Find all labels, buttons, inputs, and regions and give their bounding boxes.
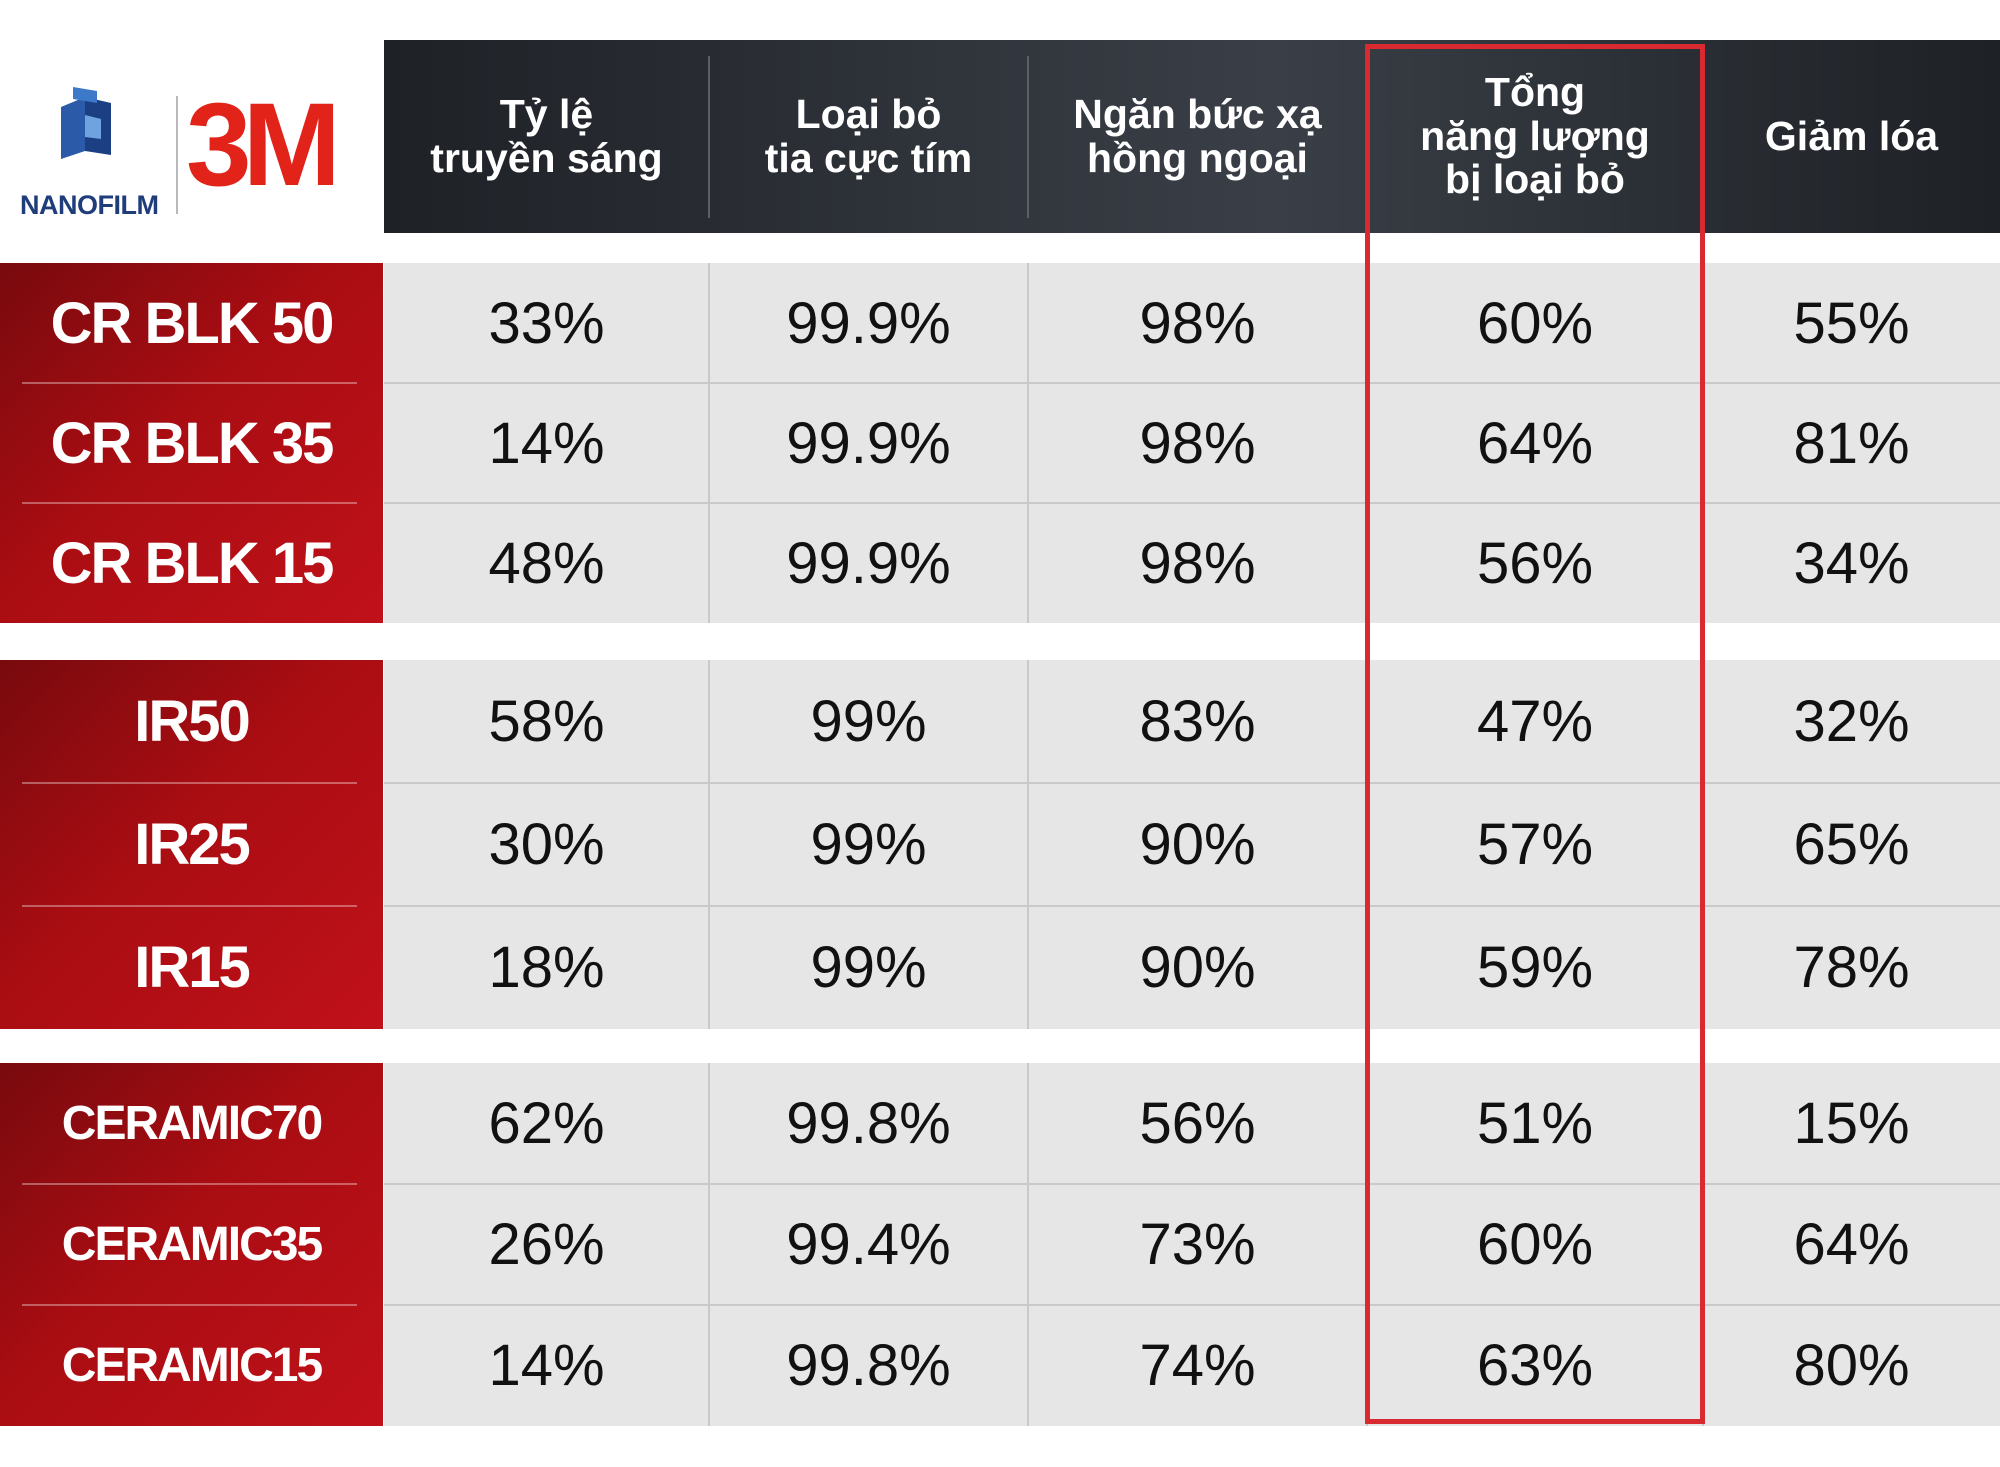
- table-cell: 99.8%: [786, 1333, 951, 1398]
- row-label-block: [0, 263, 383, 623]
- row-separator: [384, 502, 2000, 504]
- table-cell: 64%: [1793, 1212, 1910, 1277]
- table-group: [384, 1063, 2000, 1426]
- row-separator: [384, 382, 2000, 384]
- 3m-logo: 3M: [186, 79, 341, 211]
- header-separator: [708, 56, 710, 218]
- label-separator: [22, 382, 357, 384]
- table-cell: 78%: [1793, 935, 1910, 1000]
- table-cell: 57%: [1476, 812, 1594, 877]
- table-cell: 48%: [488, 530, 605, 596]
- table-cell: 98%: [1139, 290, 1256, 356]
- column-header-label: Ngăn bức xạ hồng ngoại: [1073, 91, 1322, 181]
- table-cell: 99.9%: [786, 410, 951, 476]
- table-cell: 99.9%: [786, 290, 951, 356]
- table-cell: 32%: [1793, 689, 1910, 754]
- table-cell: 15%: [1793, 1091, 1910, 1156]
- table-group: [384, 660, 2000, 1029]
- table-cell: 98%: [1139, 530, 1256, 596]
- logo-divider: [176, 96, 178, 214]
- row-label: CERAMIC15: [61, 1339, 323, 1392]
- row-separator: [384, 1304, 2000, 1306]
- row-label: CERAMIC35: [61, 1218, 323, 1271]
- table-cell: 63%: [1476, 1333, 1594, 1398]
- column-separator: [1027, 263, 1029, 623]
- table-cell: 65%: [1793, 812, 1910, 877]
- column-header: Loại bỏ tia cực tím: [709, 40, 1028, 233]
- table-cell: 56%: [1476, 530, 1594, 596]
- table-cell: 14%: [488, 1333, 605, 1398]
- row-label: IR15: [134, 935, 251, 1000]
- row-separator: [384, 905, 2000, 907]
- row-label: CERAMIC70: [61, 1097, 323, 1150]
- table-cell: 56%: [1139, 1091, 1256, 1156]
- table-cell: 99%: [810, 935, 927, 1000]
- row-label-block: [0, 1063, 383, 1426]
- table-cell: 80%: [1793, 1333, 1910, 1398]
- column-separator: [708, 263, 710, 623]
- table-cell: 60%: [1476, 290, 1594, 356]
- column-header: Ngăn bức xạ hồng ngoại: [1028, 40, 1367, 233]
- header-separator: [1027, 56, 1029, 218]
- row-label: CR BLK 15: [50, 530, 335, 596]
- column-header: Giảm lóa: [1703, 40, 2000, 233]
- row-label: IR50: [134, 689, 251, 754]
- table-cell: 62%: [488, 1091, 605, 1156]
- table-cell: 74%: [1139, 1333, 1256, 1398]
- row-label: CR BLK 35: [50, 410, 335, 476]
- table-cell: 60%: [1476, 1212, 1594, 1277]
- nanofilm-wordmark: NANOFILM: [20, 190, 159, 220]
- table-cell: 34%: [1793, 530, 1910, 596]
- table-cell: 33%: [488, 290, 605, 356]
- column-separator: [708, 660, 710, 1029]
- label-separator: [22, 782, 357, 784]
- column-separator: [708, 1063, 710, 1426]
- label-separator: [22, 1304, 357, 1306]
- table-cell: 99%: [810, 812, 927, 877]
- nanofilm-logo-icon: [61, 87, 111, 159]
- highlight-box: [1365, 44, 1705, 1424]
- table-cell: 83%: [1139, 689, 1256, 754]
- table-cell: 47%: [1476, 689, 1594, 754]
- table-cell: 99.4%: [786, 1212, 951, 1277]
- table-cell: 90%: [1139, 812, 1256, 877]
- column-header: Tỷ lệ truyền sáng: [384, 40, 709, 233]
- label-separator: [22, 1183, 357, 1185]
- column-header-label: Tổng năng lượng bị loại bỏ: [1420, 69, 1650, 203]
- table-cell: 64%: [1476, 410, 1594, 476]
- row-separator: [384, 1183, 2000, 1185]
- table-cell: 73%: [1139, 1212, 1256, 1277]
- column-separator: [1027, 1063, 1029, 1426]
- row-label: IR25: [134, 812, 251, 877]
- row-separator: [384, 782, 2000, 784]
- column-header-label: Tỷ lệ truyền sáng: [430, 91, 663, 181]
- table-cell: 18%: [488, 935, 605, 1000]
- column-header: Tổng năng lượng bị loại bỏ: [1367, 40, 1703, 233]
- table-cell: 81%: [1793, 410, 1910, 476]
- label-separator: [22, 502, 357, 504]
- table-group: [384, 263, 2000, 623]
- column-header-label: Giảm lóa: [1764, 112, 1939, 159]
- row-label-block: [0, 660, 383, 1029]
- column-separator: [1027, 660, 1029, 1029]
- table-cell: 98%: [1139, 410, 1256, 476]
- table-cell: 58%: [488, 689, 605, 754]
- table-cell: 99.8%: [786, 1091, 951, 1156]
- table-cell: 30%: [488, 812, 605, 877]
- logo-area: NANOFILM 3M: [0, 40, 384, 232]
- label-separator: [22, 905, 357, 907]
- table-cell: 90%: [1139, 935, 1256, 1000]
- table-cell: 59%: [1476, 935, 1594, 1000]
- table-cell: 26%: [488, 1212, 605, 1277]
- table-cell: 55%: [1793, 290, 1910, 356]
- table-cell: 99%: [810, 689, 927, 754]
- table-header: [384, 40, 2000, 233]
- table-cell: 14%: [488, 410, 605, 476]
- column-header-label: Loại bỏ tia cực tím: [764, 91, 973, 181]
- table-cell: 99.9%: [786, 530, 951, 596]
- table-cell: 51%: [1476, 1091, 1594, 1156]
- row-label: CR BLK 50: [50, 290, 335, 356]
